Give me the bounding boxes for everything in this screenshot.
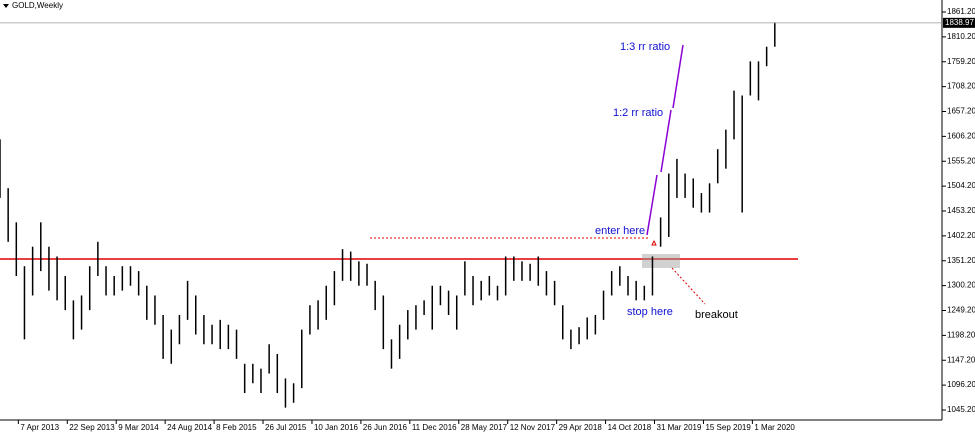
x-tick-label: 12 Nov 2017 bbox=[510, 423, 556, 432]
x-tick-label: 15 Sep 2019 bbox=[705, 423, 751, 432]
y-tick-label: 1657.20 bbox=[947, 107, 975, 116]
x-tick-label: 8 Feb 2015 bbox=[216, 423, 257, 432]
current-price-label: 1838.97 bbox=[945, 18, 974, 27]
x-tick-label: 31 Mar 2019 bbox=[657, 423, 702, 432]
breakout-pointer bbox=[671, 267, 706, 305]
x-tick-label: 10 Jan 2016 bbox=[314, 423, 359, 432]
annotation: enter here bbox=[595, 225, 645, 237]
annotation: 1:3 rr ratio bbox=[620, 41, 670, 53]
y-tick-label: 1402.20 bbox=[947, 231, 975, 240]
y-tick-label: 1555.20 bbox=[947, 156, 975, 165]
current-price-box bbox=[943, 17, 975, 28]
y-tick-label: 1351.20 bbox=[947, 256, 975, 265]
annotation: breakout bbox=[695, 309, 738, 321]
y-tick-label: 1453.20 bbox=[947, 206, 975, 215]
x-tick-label: 11 Dec 2016 bbox=[412, 423, 457, 432]
x-tick-label: 28 May 2017 bbox=[461, 423, 508, 432]
x-tick-label: 14 Oct 2018 bbox=[608, 423, 652, 432]
y-tick-label: 1198.20 bbox=[947, 330, 975, 339]
menu-triangle bbox=[3, 4, 9, 8]
x-tick-label: 1 Mar 2020 bbox=[754, 423, 795, 432]
rr-line bbox=[672, 44, 684, 109]
y-tick-label: 1249.20 bbox=[947, 306, 975, 315]
y-tick-label: 1300.20 bbox=[947, 281, 975, 290]
y-tick-label: 1810.20 bbox=[947, 32, 975, 41]
y-tick-label: 1708.20 bbox=[947, 82, 975, 91]
x-tick-label: 9 Mar 2014 bbox=[118, 423, 159, 432]
entry-arrow bbox=[651, 239, 657, 246]
breakout-zone bbox=[642, 254, 680, 268]
y-tick-label: 1759.20 bbox=[947, 57, 975, 66]
y-tick-label: 1504.20 bbox=[947, 181, 975, 190]
annotation: 1:2 rr ratio bbox=[613, 107, 663, 119]
y-tick-label: 1861.20 bbox=[947, 7, 975, 16]
y-tick-label: 1606.20 bbox=[947, 131, 975, 140]
rr-line bbox=[660, 109, 672, 173]
x-tick-label: 26 Jul 2015 bbox=[265, 423, 307, 432]
rr-line bbox=[646, 174, 658, 236]
y-tick-label: 1096.20 bbox=[947, 380, 975, 389]
x-tick-label: 7 Apr 2013 bbox=[20, 423, 59, 432]
x-tick-label: 24 Aug 2014 bbox=[167, 423, 212, 432]
chart-title: GOLD,Weekly bbox=[12, 1, 63, 10]
annotation: stop here bbox=[627, 306, 673, 318]
y-tick-label: 1045.20 bbox=[947, 405, 975, 414]
x-tick-label: 26 Jun 2016 bbox=[363, 423, 408, 432]
x-tick-label: 29 Apr 2018 bbox=[559, 423, 603, 432]
x-tick-label: 22 Sep 2013 bbox=[69, 423, 115, 432]
y-tick-label: 1147.20 bbox=[947, 355, 975, 364]
